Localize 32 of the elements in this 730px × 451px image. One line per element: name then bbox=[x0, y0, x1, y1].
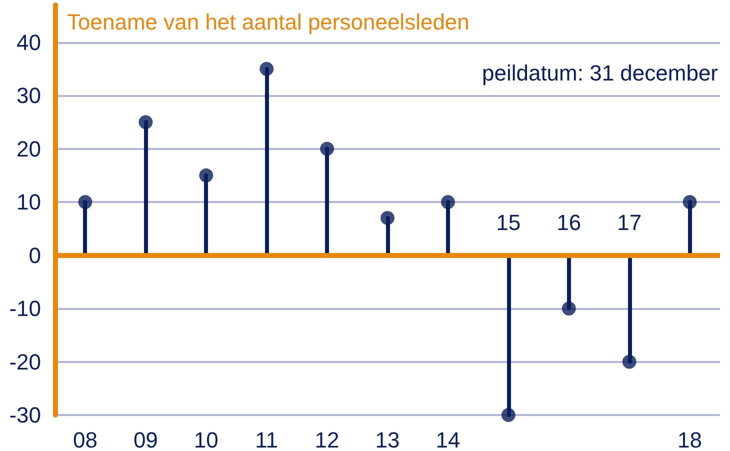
x-tick-label: 18 bbox=[678, 428, 702, 451]
point bbox=[260, 62, 274, 76]
point bbox=[138, 115, 153, 130]
x-tick-label: 16 bbox=[556, 210, 582, 236]
point bbox=[622, 354, 636, 369]
point bbox=[682, 195, 697, 210]
point bbox=[501, 408, 516, 422]
y-tick-label: 10 bbox=[16, 190, 41, 215]
annotation: peildatum: 31 december bbox=[482, 60, 718, 86]
point bbox=[380, 210, 394, 225]
point bbox=[199, 168, 214, 182]
y-tick-label: -30 bbox=[9, 402, 41, 428]
x-tick-label: 13 bbox=[375, 428, 400, 451]
y-tick-label: -20 bbox=[9, 349, 41, 374]
x-tick-label: 15 bbox=[496, 210, 521, 236]
x-tick-label: 14 bbox=[436, 428, 460, 451]
chart-title: Toename van het aantal personeelsleden bbox=[67, 10, 470, 34]
point bbox=[320, 142, 334, 156]
y-tick-label: 40 bbox=[16, 30, 41, 55]
x-tick-label: 09 bbox=[133, 428, 158, 451]
y-tick-label: 30 bbox=[16, 83, 41, 108]
x-tick-label: 10 bbox=[194, 428, 218, 451]
x-tick-label: 17 bbox=[617, 210, 642, 236]
x-tick-label: 12 bbox=[314, 428, 340, 451]
point bbox=[440, 195, 455, 210]
x-tick-label: 11 bbox=[255, 428, 278, 451]
x-tick-label: 08 bbox=[72, 428, 98, 451]
y-tick-label: 0 bbox=[28, 242, 41, 268]
point bbox=[562, 302, 576, 316]
y-tick-label: 20 bbox=[16, 136, 41, 162]
y-tick-label: -10 bbox=[9, 296, 41, 322]
point bbox=[78, 195, 92, 210]
